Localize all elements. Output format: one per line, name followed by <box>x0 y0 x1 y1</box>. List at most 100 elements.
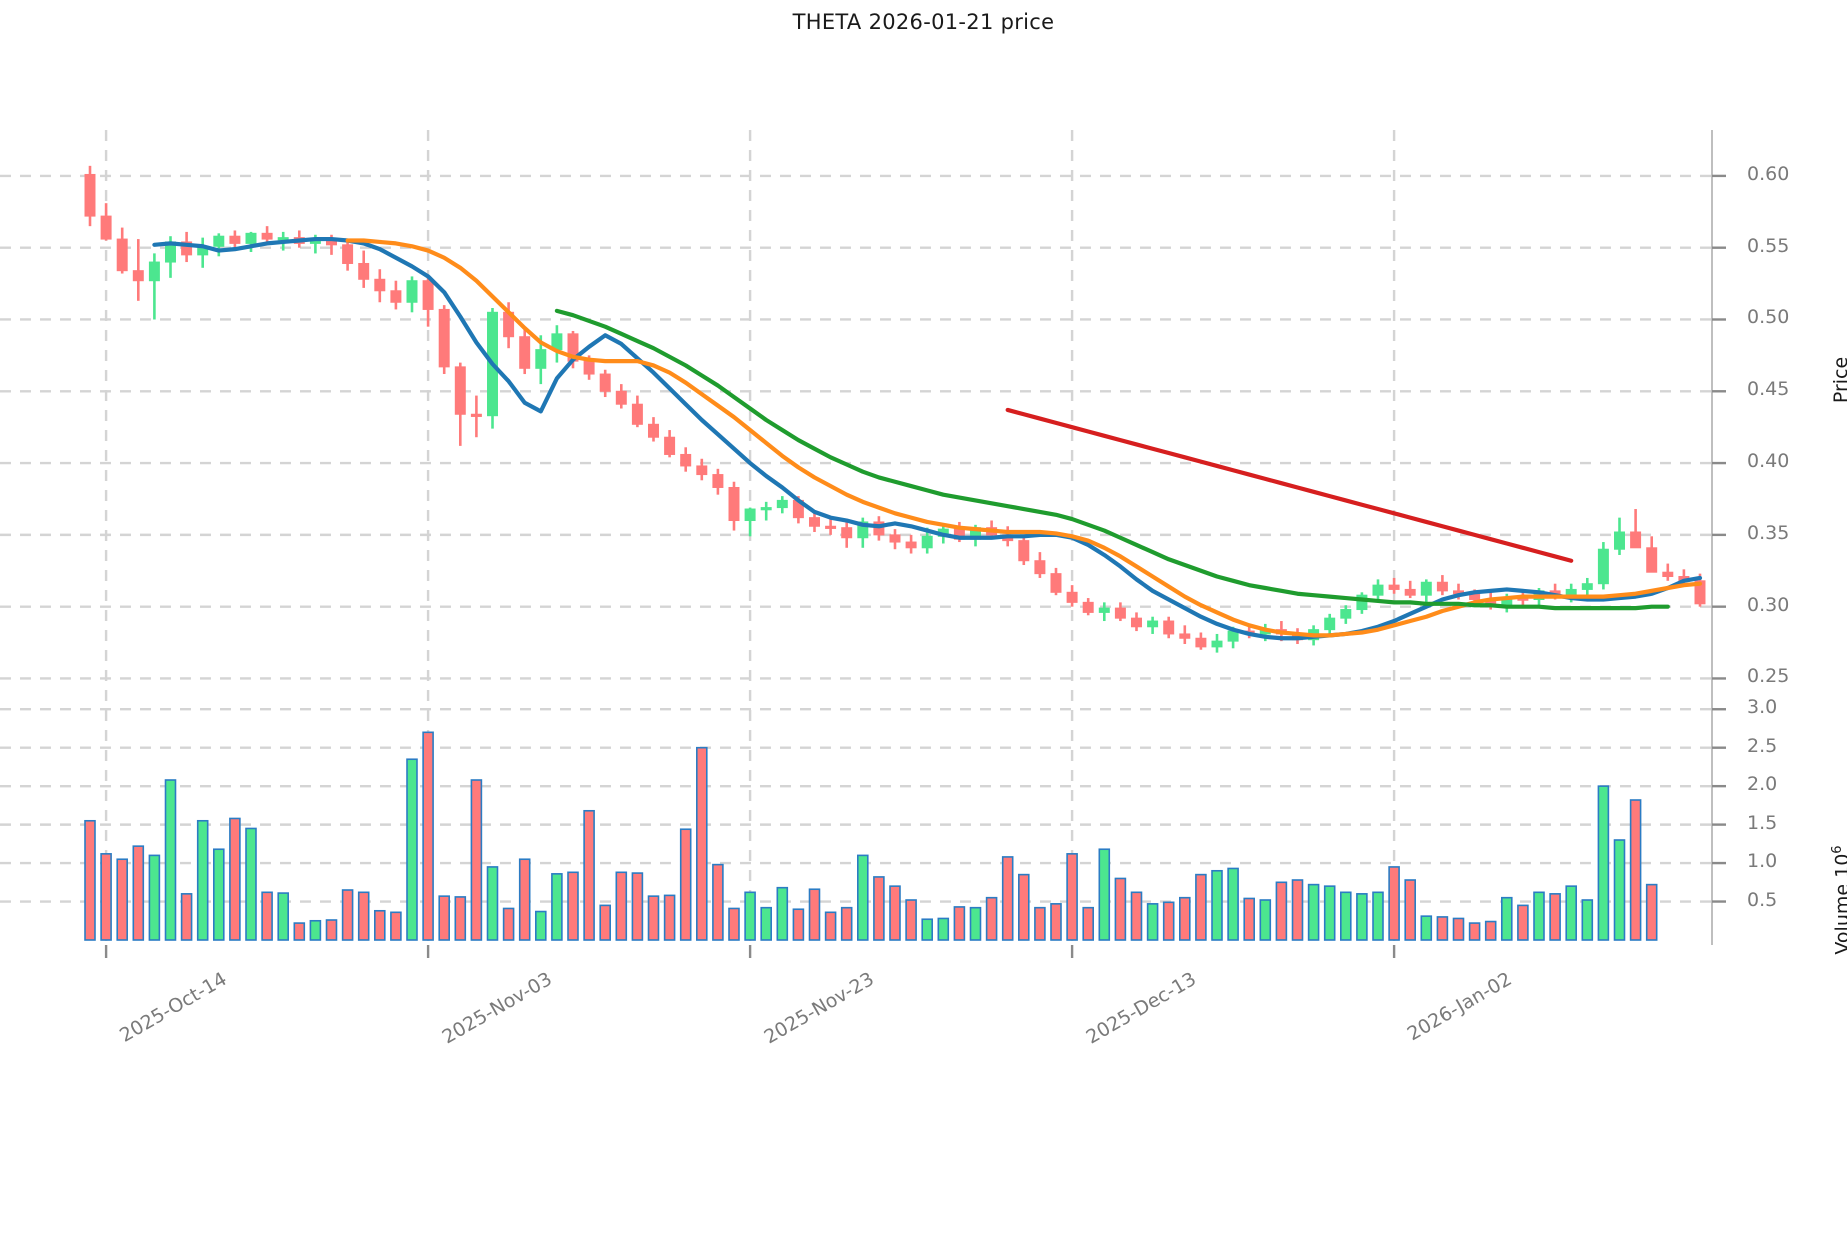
volume-bar-down <box>518 858 531 941</box>
volume-bar-down <box>728 907 740 941</box>
ma-line-ma-extra-long <box>1005 407 1574 563</box>
volume-bar-down <box>889 885 901 941</box>
candle-body-up <box>1356 594 1368 611</box>
volume-bar-down <box>1034 906 1046 941</box>
volume-bar-down <box>454 896 467 941</box>
volume-bar-up <box>1501 896 1513 941</box>
candle-body-down <box>599 373 611 392</box>
volume-bar-down <box>1404 879 1416 941</box>
volume-bar-up <box>1372 891 1384 941</box>
candle-body-up <box>744 508 756 522</box>
volume-bar-up <box>486 866 499 941</box>
volume-bar-down <box>905 899 917 941</box>
candle-body-down <box>1114 607 1126 619</box>
candle-body-down <box>374 278 386 292</box>
volume-bar-down <box>1018 873 1030 941</box>
candle-body-down <box>358 262 370 280</box>
volume-bar-down <box>357 891 370 941</box>
volume-bar-down <box>1050 903 1062 941</box>
candle-body-up <box>760 507 772 511</box>
candle-body-down <box>422 280 434 310</box>
candle-body-down <box>1404 588 1416 596</box>
volume-bar-up <box>245 827 257 941</box>
volume-tick-label: 0.5 <box>1747 888 1778 911</box>
volume-bar-down <box>1082 906 1094 941</box>
volume-bar-down <box>631 872 644 941</box>
volume-bar-down <box>229 817 241 941</box>
candle-body-down <box>1163 620 1175 635</box>
candle-body-down <box>583 360 595 375</box>
candle-body-down <box>519 336 531 369</box>
volume-bar-down <box>824 911 837 941</box>
volume-bar-down <box>647 895 660 941</box>
candle-body-down <box>1694 580 1706 605</box>
candle-body-up <box>857 521 869 539</box>
price-tick-label: 0.45 <box>1747 378 1790 401</box>
volume-bar-down <box>390 911 402 941</box>
volume-bar-down <box>1001 856 1014 941</box>
candle-body-up <box>277 237 289 241</box>
volume-bar-down <box>1629 799 1642 941</box>
volume-bar-down <box>1066 853 1078 941</box>
candle-body-up <box>1565 588 1577 596</box>
candle-body-down <box>664 436 676 455</box>
candle-body-up <box>1324 617 1336 631</box>
volume-bar-down <box>792 908 805 941</box>
volume-bar-down <box>502 907 515 941</box>
price-tick-label: 0.35 <box>1747 521 1790 544</box>
candle-body-down <box>1436 581 1448 592</box>
volume-bar-down <box>1114 877 1127 941</box>
candle-body-down <box>100 215 112 240</box>
chart-title: THETA 2026-01-21 price <box>792 10 1055 34</box>
volume-bar-down <box>696 746 708 941</box>
volume-bar-down <box>953 906 966 941</box>
candle-body-up <box>1614 531 1625 550</box>
volume-bar-up <box>1340 891 1352 941</box>
volume-bar-down <box>808 888 821 941</box>
volume-bar-down <box>438 895 450 941</box>
candle-body-down <box>712 474 724 488</box>
volume-tick-label: 2.5 <box>1747 734 1778 757</box>
candle-body-down <box>390 290 402 303</box>
volume-bar-down <box>1243 897 1255 941</box>
candle-body-up <box>1211 640 1223 648</box>
volume-bar-up <box>1581 899 1594 941</box>
candle-body-down <box>1195 637 1207 648</box>
volume-bar-up <box>551 873 563 941</box>
volume-bar-up <box>1356 893 1368 941</box>
candle-body-down <box>342 244 354 264</box>
volume-bar-down <box>679 828 692 941</box>
volume-bar-down <box>1291 879 1304 941</box>
volume-bar-down <box>1179 896 1191 941</box>
volume-bar-up <box>744 891 756 941</box>
candle-body-up <box>535 349 547 369</box>
candle-body-up <box>148 261 160 282</box>
volume-bar-down <box>985 896 998 941</box>
candle-body-down <box>873 521 885 536</box>
volume-bar-up <box>969 906 982 941</box>
volume-bar-down <box>840 906 853 941</box>
candle-body-down <box>1066 591 1078 603</box>
candle-body-down <box>116 238 128 272</box>
volume-bar-down <box>615 871 628 941</box>
volume-tick-label: 2.0 <box>1747 773 1778 796</box>
candle-body-up <box>1098 607 1110 613</box>
volume-bar-down <box>663 894 676 941</box>
volume-bar-up <box>1259 899 1272 941</box>
candle-body-down <box>615 390 627 405</box>
grid-lines <box>0 130 1712 945</box>
volume-bar-down <box>1388 866 1400 941</box>
volume-bar-down <box>567 871 579 941</box>
candle-body-up <box>1372 584 1384 596</box>
candle-body-up <box>776 499 788 509</box>
volume-bar-down <box>470 779 483 941</box>
volume-bar-down <box>1468 922 1481 941</box>
price-tick-label: 0.50 <box>1747 306 1790 329</box>
candle-body-down <box>229 235 241 244</box>
price-tick-label: 0.25 <box>1747 665 1790 688</box>
volume-bar-up <box>1307 883 1320 941</box>
candle-body-down <box>84 173 96 217</box>
volume-bar-down <box>599 904 611 941</box>
